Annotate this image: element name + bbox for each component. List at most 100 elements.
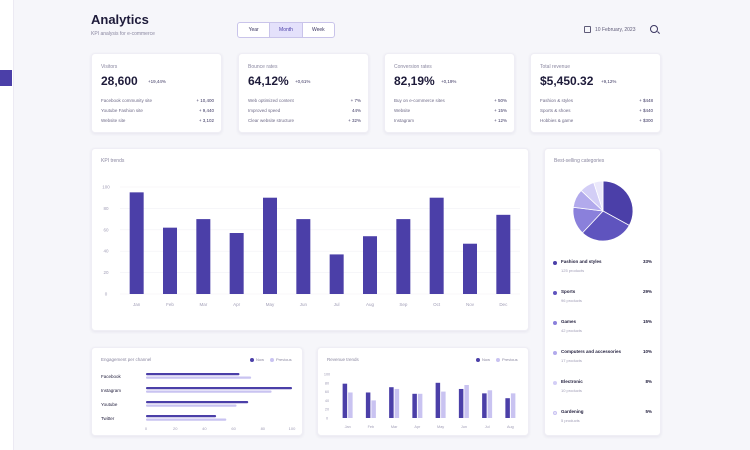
category-count: 96 products <box>561 298 582 303</box>
bar-previous <box>417 393 423 418</box>
calendar-icon <box>584 26 591 33</box>
bar-now <box>342 383 348 418</box>
bar-previous <box>146 376 252 379</box>
y-tick-label: 80 <box>325 381 329 385</box>
bar-now <box>412 393 417 418</box>
sidebar-active-indicator[interactable] <box>0 70 12 86</box>
kpi-trends-chart: 100 80 60 40 20 0 Jan Feb Mar Apr May Jun Jul Aug Sep O… <box>102 185 520 307</box>
legend-previous: Previous <box>270 357 292 362</box>
y-tick-label: 0 <box>326 417 328 421</box>
bar-now <box>146 401 249 404</box>
x-tick-label: Jun <box>300 302 308 307</box>
x-tick-label: 60 <box>231 426 236 431</box>
kpi-delta: +9,12% <box>601 79 617 84</box>
y-tick-label: 60 <box>103 227 109 232</box>
x-tick-label: Aug <box>507 425 514 429</box>
bar-previous <box>464 385 469 418</box>
bar <box>129 192 144 294</box>
bar <box>329 254 344 294</box>
y-tick-label: 60 <box>325 390 329 394</box>
period-selector: Year Month Week <box>237 22 335 38</box>
x-tick-label: May <box>437 425 444 429</box>
y-tick-label: 40 <box>325 399 329 403</box>
category-percent: 5% <box>645 409 652 414</box>
category-name: Electronic <box>561 379 583 384</box>
legend-dot <box>270 357 275 362</box>
legend-now: Now <box>250 357 264 362</box>
x-tick-label: Oct <box>433 302 441 307</box>
kpi-value: $5,450.32 <box>540 74 594 88</box>
kpi-row: Website site + 3,102 <box>101 118 214 123</box>
channel-label: Facebook <box>101 374 122 379</box>
period-week-button[interactable]: Week <box>311 27 325 33</box>
x-tick-label: Aug <box>366 302 375 307</box>
channel-label: Instagram <box>101 388 121 393</box>
kpi-row: Improved speed 44% <box>248 108 361 113</box>
category-count: 42 products <box>561 328 582 333</box>
legend-dot <box>553 381 557 385</box>
y-tick-label: 20 <box>325 408 329 412</box>
x-tick-label: 80 <box>261 426 266 431</box>
period-month-button[interactable]: Month <box>270 23 303 37</box>
x-tick-label: 40 <box>202 426 207 431</box>
kpi-row: Clear website structure + 32% <box>248 118 361 123</box>
categories-pie-chart <box>572 180 634 242</box>
channel-label: Youtube <box>101 402 118 407</box>
bar <box>429 197 444 294</box>
kpi-row: Sports & shoes + $440 <box>540 108 653 113</box>
category-name: Fashion and styles <box>561 259 602 264</box>
pie-slice <box>593 180 604 212</box>
y-tick-label: 0 <box>105 292 108 297</box>
kpi-card-bounce-rates: Bounce rates 64,12% +0,61% Web optimized… <box>238 53 369 133</box>
bar-previous <box>441 391 446 418</box>
bar-now <box>146 415 217 418</box>
best-selling-categories-card: Best-selling categories Fashion and styl… <box>544 148 661 436</box>
revenue-trends-chart: 100 80 60 40 20 0 Jan Feb Mar Apr May Jun Jul Aug <box>324 373 516 429</box>
kpi-delta: +19,44% <box>148 79 166 84</box>
x-tick-label: May <box>266 302 275 307</box>
bar-previous <box>146 390 272 393</box>
bar <box>196 219 211 294</box>
kpi-value: 82,19% <box>394 74 435 88</box>
x-tick-label: 100 <box>289 426 296 431</box>
legend-dot <box>553 351 557 355</box>
legend-dot <box>553 411 557 415</box>
category-name: Computers and accessories <box>561 349 622 354</box>
category-count: 5 products <box>561 418 580 423</box>
page-subtitle: KPI analysis for e-commerce <box>91 31 155 37</box>
kpi-row: Facebook community site + 10,400 <box>101 98 214 103</box>
kpi-label: Visitors <box>101 64 118 70</box>
kpi-row: Instagram + 12% <box>394 118 507 123</box>
x-tick-label: Apr <box>414 425 421 429</box>
legend-now: Now <box>476 357 490 362</box>
bar-now <box>435 382 441 418</box>
kpi-delta: +0,19% <box>441 79 457 84</box>
x-tick-label: Mar <box>199 302 207 307</box>
kpi-label: Bounce rates <box>248 64 278 70</box>
revenue-trends-card: Revenue trends Now Previous 100 80 60 40 20 0… <box>317 347 529 436</box>
bar-previous <box>371 400 376 418</box>
kpi-row: Fashion & styles + $448 <box>540 98 653 103</box>
date-picker[interactable]: 10 February, 2023 <box>584 26 636 33</box>
kpi-card-total-revenue: Total revenue $5,450.32 +9,12% Fashion &… <box>530 53 661 133</box>
revenue-legend: Now Previous <box>476 357 518 362</box>
search-icon[interactable] <box>650 25 658 33</box>
x-tick-label: Feb <box>368 425 375 429</box>
bar <box>163 227 177 294</box>
category-percent: 10% <box>642 349 652 354</box>
bar <box>396 219 411 294</box>
x-tick-label: Dec <box>499 302 508 307</box>
page-title: Analytics <box>91 12 149 27</box>
date-label: 10 February, 2023 <box>595 26 636 33</box>
y-tick-label: 40 <box>103 249 109 254</box>
x-tick-label: Apr <box>233 302 241 307</box>
kpi-value: 64,12% <box>248 74 289 88</box>
category-count: 125 products <box>561 268 585 273</box>
bar-now <box>146 373 240 376</box>
bar-now <box>458 388 464 418</box>
bar-now <box>505 398 510 418</box>
period-year-button[interactable]: Year <box>238 23 271 37</box>
bar-previous <box>487 390 493 418</box>
pie-slice <box>581 210 630 242</box>
bar-previous <box>146 418 227 421</box>
